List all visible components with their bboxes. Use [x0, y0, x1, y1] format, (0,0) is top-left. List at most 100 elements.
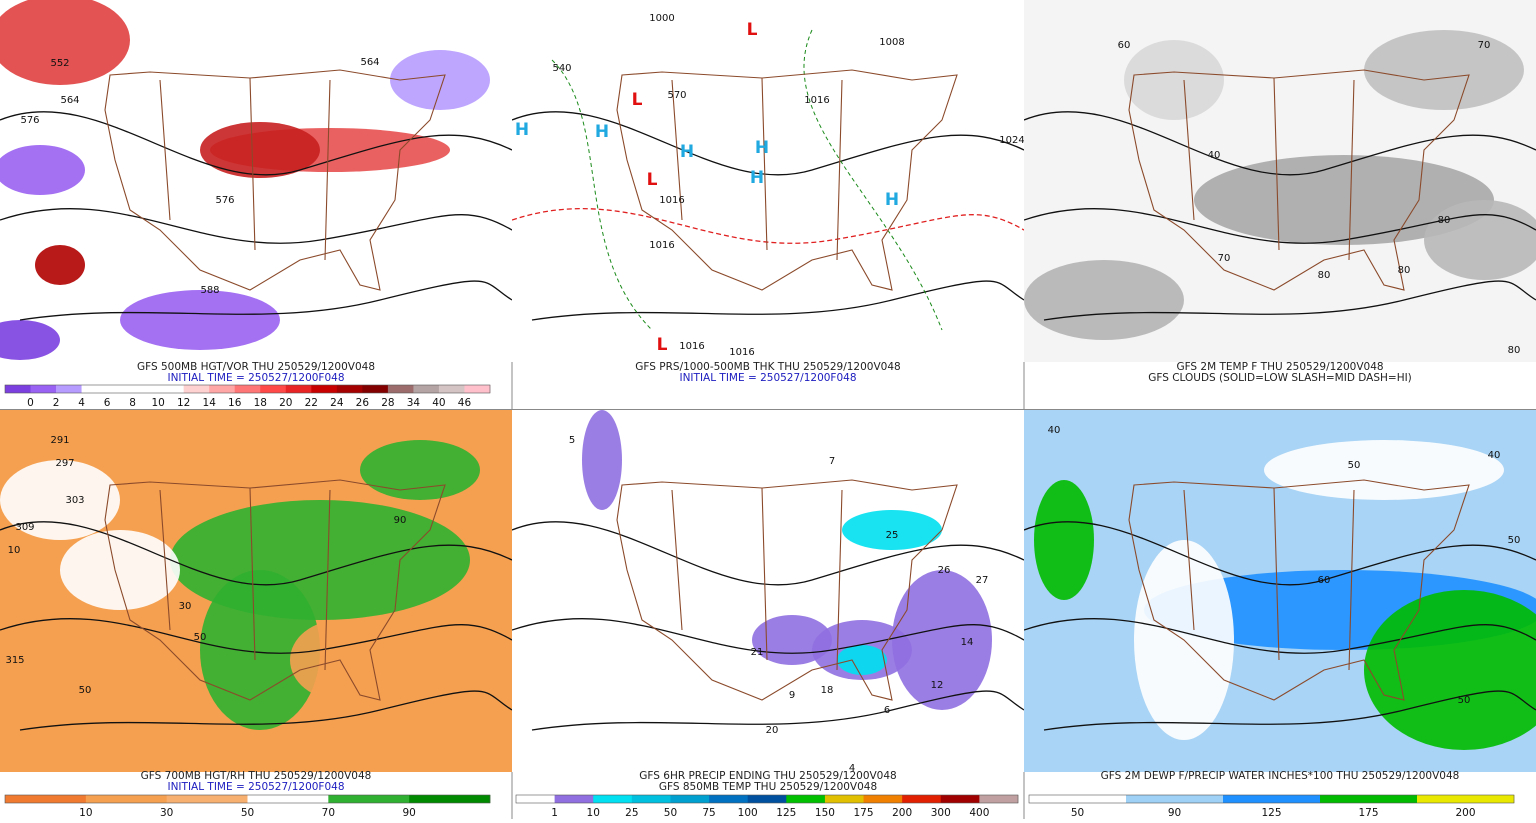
contour-label: 80	[1398, 265, 1411, 276]
colorbar-swatch	[158, 385, 184, 393]
panel-title: GFS 2M TEMP F THU 250529/1200V048	[1176, 361, 1383, 373]
colorbar-label: 2	[53, 397, 60, 409]
panel: 60 70 80 40 80 70 80 80 GFS 2M TEMP F THU 250529…	[1024, 0, 1536, 384]
contour	[512, 521, 1024, 586]
map: 60 70 80 40 80 70 80 80	[1024, 0, 1536, 362]
field-shading	[35, 245, 85, 285]
colorbar-swatch	[409, 795, 491, 803]
colorbar-swatch	[85, 795, 167, 803]
panel-title: GFS 2M DEWP F/PRECIP WATER INCHES*100 TH…	[1101, 770, 1460, 782]
colorbar-swatch	[30, 385, 57, 393]
contour-label: 27	[976, 575, 989, 586]
contour	[1024, 521, 1536, 586]
colorbar-swatch	[166, 795, 248, 803]
contour-label: 80	[1318, 270, 1331, 281]
field-shading	[1024, 260, 1184, 340]
colorbar-frame	[4, 794, 491, 804]
colorbar-label: 12	[177, 397, 190, 409]
map: 5 7 26 27 25 21 14 12 9 18 6 4 20	[512, 410, 1024, 774]
contour-label: 576	[215, 195, 234, 206]
colorbar-label: 90	[1168, 807, 1181, 819]
contour-label: 303	[65, 495, 84, 506]
pressure-center: L	[632, 90, 643, 110]
contour-label: 40	[1048, 425, 1061, 436]
contour-label: 20	[766, 725, 779, 736]
pressure-center: H	[755, 138, 769, 158]
colorbar-label: 75	[702, 807, 715, 819]
borders	[616, 69, 958, 291]
contour-label: 1016	[729, 347, 754, 358]
panel: 10001008101610241016540570101610161016LL…	[512, 0, 1024, 384]
colorbar-swatch	[183, 385, 210, 393]
contour-label: 90	[394, 515, 407, 526]
pressure-center: H	[595, 122, 609, 142]
contour-label: 70	[1478, 40, 1491, 51]
contour-label: 7	[829, 456, 835, 467]
colorbar-swatch	[593, 795, 633, 803]
colorbar-label: 16	[228, 397, 242, 409]
colorbar-label: 50	[241, 807, 254, 819]
contour-label: 50	[79, 685, 92, 696]
contour	[1024, 207, 1536, 244]
colorbar-swatch	[209, 385, 236, 393]
pressure-center: L	[657, 335, 668, 355]
colorbar-label: 10	[587, 807, 600, 819]
contour	[1043, 690, 1536, 731]
colorbar-label: 25	[625, 807, 638, 819]
contour-label: 12	[931, 680, 944, 691]
contour-label: 5	[569, 435, 575, 446]
contour-label: 1016	[804, 95, 829, 106]
contour-label: 50	[1348, 460, 1361, 471]
colorbar-frame	[515, 794, 1019, 804]
colorbar-label: 10	[151, 397, 164, 409]
contour-label: 80	[1438, 215, 1451, 226]
panel: 40 50 40 50 60 50 GFS 2M DEWP F/PRECIP WATER I…	[1024, 410, 1536, 819]
contour-label: 4	[849, 763, 855, 774]
colorbar-label: 70	[322, 807, 335, 819]
field-shading	[842, 510, 942, 550]
contour-label: 309	[15, 522, 34, 533]
contour	[551, 29, 943, 331]
contour-label: 50	[194, 632, 207, 643]
colorbar-label: 22	[305, 397, 318, 409]
field-shading	[1194, 155, 1494, 245]
field-shading	[582, 410, 622, 510]
colorbar-swatch	[863, 795, 903, 803]
colorbar-label: 6	[104, 397, 111, 409]
colorbar-swatch	[132, 385, 159, 393]
contour-label: 6	[884, 705, 890, 716]
field-shading	[1034, 480, 1094, 600]
colorbar-label: 28	[381, 397, 394, 409]
contour-label: 60	[1318, 575, 1331, 586]
contour-label: 576	[20, 115, 39, 126]
colorbar-swatch	[285, 385, 312, 393]
map: 552 564 576 564 576 588	[0, 0, 512, 362]
colorbar-label: 8	[129, 397, 136, 409]
colorbar-swatch	[554, 795, 594, 803]
contour-label: 50	[1508, 535, 1521, 546]
contour-label: 60	[1118, 40, 1131, 51]
colorbar-label: 175	[854, 807, 874, 819]
contour-label: 9	[789, 690, 795, 701]
panel: 552 564 576 564 576 588 GFS 500MB HGT/VOR THU …	[0, 0, 512, 409]
colorbar-swatch	[5, 795, 87, 803]
colorbar-label: 24	[330, 397, 344, 409]
colorbar-swatch	[247, 795, 329, 803]
contour-label: 1000	[649, 13, 674, 24]
contour-label: 291	[50, 435, 69, 446]
colorbar-label: 50	[664, 807, 677, 819]
colorbar-label: 150	[815, 807, 835, 819]
colorbar-swatch	[786, 795, 826, 803]
field-shading	[390, 50, 490, 110]
colorbar-label: 300	[931, 807, 951, 819]
contour-label: 10	[8, 545, 21, 556]
borders	[1128, 69, 1470, 291]
colorbar-swatch	[747, 795, 787, 803]
contour-label: 1008	[879, 37, 904, 48]
contour	[0, 207, 512, 244]
contour-label: 588	[200, 285, 219, 296]
colorbar-swatch	[362, 385, 389, 393]
contour-label: 564	[360, 57, 379, 68]
map: 40 50 40 50 60 50	[1024, 410, 1536, 772]
